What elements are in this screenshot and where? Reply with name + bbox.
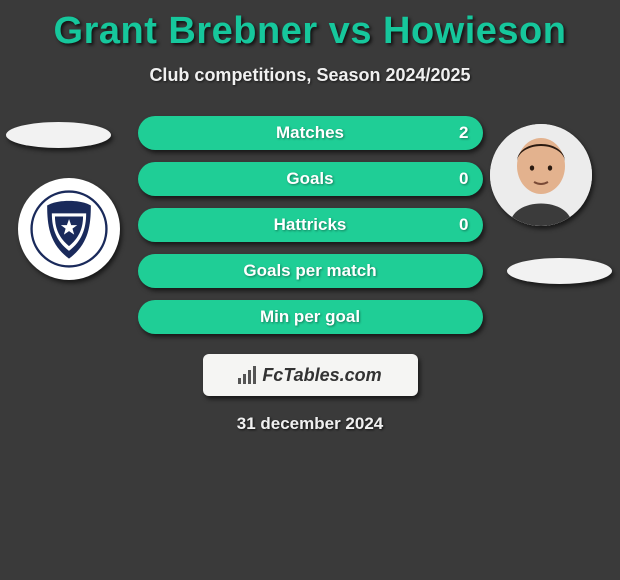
date-text: 31 december 2024 bbox=[0, 414, 620, 434]
right-ellipse-decor bbox=[507, 258, 612, 284]
stat-right-value: 0 bbox=[459, 162, 468, 196]
stat-row-goals: Goals 0 bbox=[138, 162, 483, 196]
stat-row-min-per-goal: Min per goal bbox=[138, 300, 483, 334]
stat-row-hattricks: Hattricks 0 bbox=[138, 208, 483, 242]
right-player-photo bbox=[490, 124, 592, 226]
stat-row-goals-per-match: Goals per match bbox=[138, 254, 483, 288]
brand-badge: FcTables.com bbox=[203, 354, 418, 396]
stat-right-value: 2 bbox=[459, 116, 468, 150]
comparison-subtitle: Club competitions, Season 2024/2025 bbox=[0, 65, 620, 86]
brand-text: FcTables.com bbox=[262, 365, 381, 386]
comparison-title: Grant Brebner vs Howieson bbox=[0, 0, 620, 53]
stat-right-value: 0 bbox=[459, 208, 468, 242]
stat-label: Goals per match bbox=[243, 261, 376, 281]
stat-label: Matches bbox=[276, 123, 344, 143]
stat-row-matches: Matches 2 bbox=[138, 116, 483, 150]
shield-icon bbox=[30, 190, 108, 268]
stat-label: Hattricks bbox=[274, 215, 347, 235]
avatar-icon bbox=[490, 124, 592, 226]
stat-label: Min per goal bbox=[260, 307, 360, 327]
stat-label: Goals bbox=[286, 169, 333, 189]
left-team-badge bbox=[18, 178, 120, 280]
bar-chart-icon bbox=[238, 366, 256, 384]
left-ellipse-decor bbox=[6, 122, 111, 148]
